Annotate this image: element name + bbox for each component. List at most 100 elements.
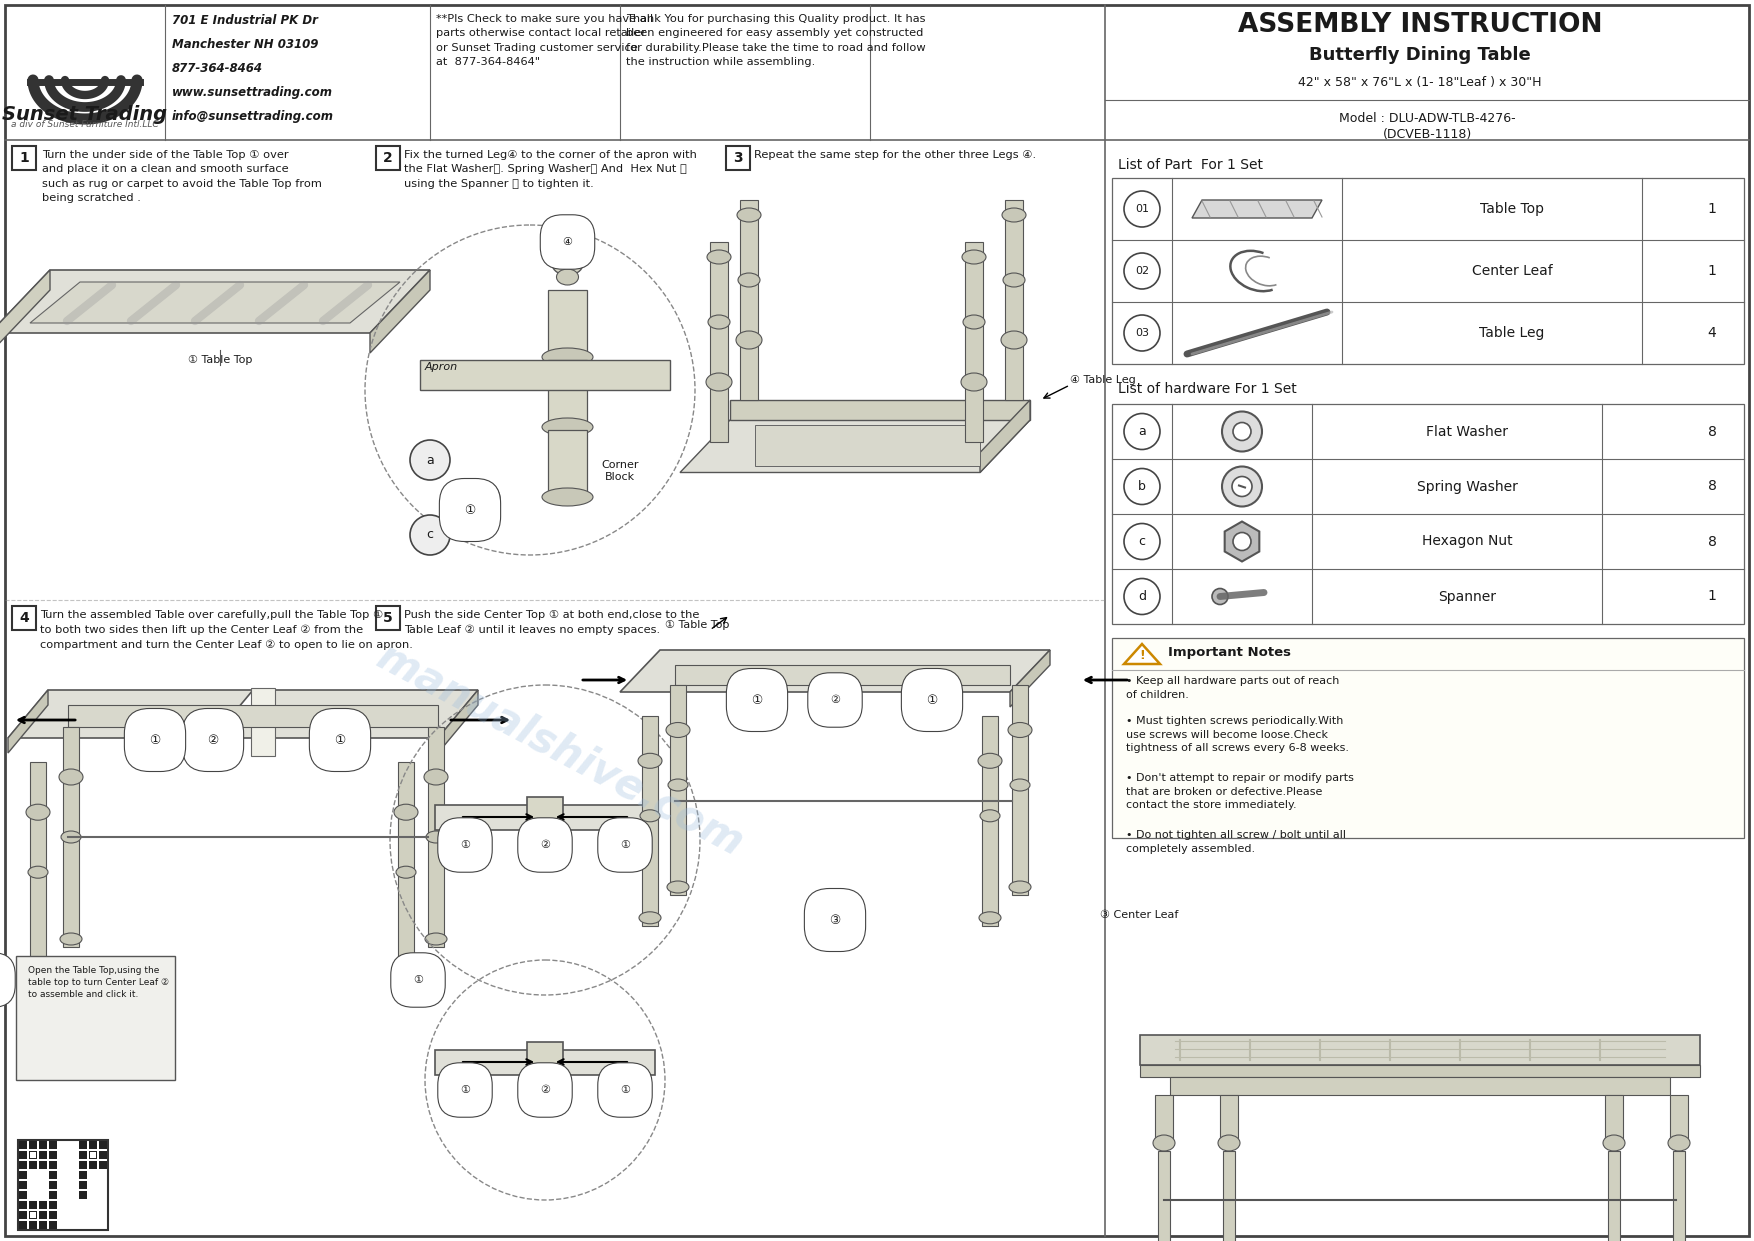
- FancyBboxPatch shape: [1012, 685, 1028, 895]
- Text: Table Top: Table Top: [1480, 202, 1544, 216]
- Text: www.sunsettrading.com: www.sunsettrading.com: [172, 86, 333, 99]
- Text: 1: 1: [1708, 264, 1717, 278]
- Text: ① Table Top: ① Table Top: [188, 355, 253, 365]
- FancyBboxPatch shape: [98, 1162, 107, 1169]
- Text: ①: ①: [412, 975, 423, 985]
- Text: ②: ②: [540, 840, 551, 850]
- Text: ①: ①: [149, 733, 161, 747]
- FancyBboxPatch shape: [39, 1140, 47, 1149]
- Text: d: d: [1138, 589, 1145, 603]
- FancyBboxPatch shape: [39, 1211, 47, 1219]
- Ellipse shape: [1009, 722, 1031, 737]
- FancyBboxPatch shape: [49, 1211, 56, 1219]
- FancyBboxPatch shape: [754, 424, 980, 465]
- Ellipse shape: [979, 912, 1002, 923]
- Text: manualshive.com: manualshive.com: [370, 635, 751, 865]
- Text: 8: 8: [1708, 535, 1717, 549]
- Ellipse shape: [737, 208, 761, 222]
- FancyBboxPatch shape: [547, 360, 588, 424]
- FancyBboxPatch shape: [30, 1201, 37, 1209]
- FancyBboxPatch shape: [30, 1212, 37, 1217]
- Polygon shape: [9, 690, 47, 753]
- Text: !: !: [1138, 649, 1145, 661]
- FancyBboxPatch shape: [1221, 1095, 1238, 1140]
- Ellipse shape: [424, 933, 447, 944]
- Text: ③ Center Leaf: ③ Center Leaf: [1100, 910, 1179, 920]
- Text: Spring Washer: Spring Washer: [1417, 479, 1517, 494]
- Text: Push the side Center Top ① at both end,close to the
Table Leaf ② until it leaves: Push the side Center Top ① at both end,c…: [403, 611, 700, 635]
- FancyBboxPatch shape: [547, 429, 588, 495]
- FancyBboxPatch shape: [39, 1150, 47, 1159]
- Text: Center Leaf: Center Leaf: [1472, 264, 1552, 278]
- Text: Butterfly Dining Table: Butterfly Dining Table: [1308, 46, 1531, 65]
- Polygon shape: [980, 400, 1030, 473]
- FancyBboxPatch shape: [79, 1181, 88, 1189]
- Circle shape: [460, 480, 500, 520]
- Text: ① Table Top: ① Table Top: [665, 620, 730, 630]
- Text: 8: 8: [1708, 424, 1717, 438]
- FancyBboxPatch shape: [12, 606, 37, 630]
- Text: 5: 5: [382, 611, 393, 625]
- Text: 8: 8: [1708, 479, 1717, 494]
- Polygon shape: [438, 690, 479, 753]
- FancyBboxPatch shape: [79, 1150, 88, 1159]
- Text: List of hardware For 1 Set: List of hardware For 1 Set: [1117, 382, 1296, 396]
- FancyBboxPatch shape: [89, 1162, 96, 1169]
- Text: 1: 1: [19, 151, 28, 165]
- FancyBboxPatch shape: [49, 1140, 56, 1149]
- Text: Flat Washer: Flat Washer: [1426, 424, 1508, 438]
- Text: info@sunsettrading.com: info@sunsettrading.com: [172, 110, 333, 123]
- FancyBboxPatch shape: [675, 665, 1010, 685]
- Text: a: a: [1138, 424, 1145, 438]
- Ellipse shape: [638, 753, 661, 768]
- FancyBboxPatch shape: [79, 1140, 88, 1149]
- Ellipse shape: [1603, 1136, 1624, 1150]
- Circle shape: [1231, 477, 1252, 496]
- Text: 2: 2: [382, 151, 393, 165]
- FancyBboxPatch shape: [375, 606, 400, 630]
- Ellipse shape: [1002, 208, 1026, 222]
- FancyBboxPatch shape: [526, 1042, 563, 1083]
- FancyBboxPatch shape: [89, 1152, 96, 1158]
- Ellipse shape: [707, 249, 731, 264]
- Text: Corner
Block: Corner Block: [602, 460, 638, 482]
- Text: 4: 4: [19, 611, 28, 625]
- Text: ②: ②: [830, 695, 840, 705]
- Ellipse shape: [667, 722, 689, 737]
- FancyBboxPatch shape: [49, 1191, 56, 1199]
- FancyBboxPatch shape: [398, 762, 414, 982]
- Text: Open the Table Top,using the
table top to turn Center Leaf ②
to assemble and cli: Open the Table Top,using the table top t…: [28, 965, 168, 999]
- FancyBboxPatch shape: [30, 1211, 37, 1219]
- Circle shape: [410, 441, 451, 480]
- Text: 42" x 58" x 76"L x (1- 18"Leaf ) x 30"H: 42" x 58" x 76"L x (1- 18"Leaf ) x 30"H: [1298, 76, 1542, 89]
- Text: ①: ①: [335, 733, 346, 747]
- Ellipse shape: [426, 831, 446, 843]
- FancyBboxPatch shape: [18, 1140, 109, 1230]
- FancyBboxPatch shape: [1223, 1150, 1235, 1241]
- Polygon shape: [1224, 521, 1259, 561]
- Ellipse shape: [28, 866, 47, 879]
- FancyBboxPatch shape: [551, 1050, 654, 1075]
- Text: 3: 3: [733, 151, 742, 165]
- Text: List of Part  For 1 Set: List of Part For 1 Set: [1117, 158, 1263, 172]
- Ellipse shape: [961, 374, 988, 391]
- Polygon shape: [1193, 200, 1323, 218]
- Text: Manchester NH 03109: Manchester NH 03109: [172, 38, 319, 51]
- Text: ①: ①: [460, 840, 470, 850]
- Ellipse shape: [556, 269, 579, 285]
- Ellipse shape: [395, 804, 417, 820]
- Ellipse shape: [1009, 881, 1031, 894]
- Ellipse shape: [980, 810, 1000, 822]
- Text: ④: ④: [563, 237, 572, 247]
- Ellipse shape: [26, 968, 49, 980]
- FancyBboxPatch shape: [30, 1221, 37, 1229]
- FancyBboxPatch shape: [12, 146, 37, 170]
- Ellipse shape: [737, 331, 761, 349]
- FancyBboxPatch shape: [49, 1172, 56, 1179]
- Text: ③: ③: [830, 913, 840, 927]
- FancyBboxPatch shape: [1140, 1065, 1700, 1077]
- FancyBboxPatch shape: [19, 1191, 26, 1199]
- Ellipse shape: [667, 881, 689, 894]
- Text: c: c: [1138, 535, 1145, 549]
- FancyBboxPatch shape: [19, 1181, 26, 1189]
